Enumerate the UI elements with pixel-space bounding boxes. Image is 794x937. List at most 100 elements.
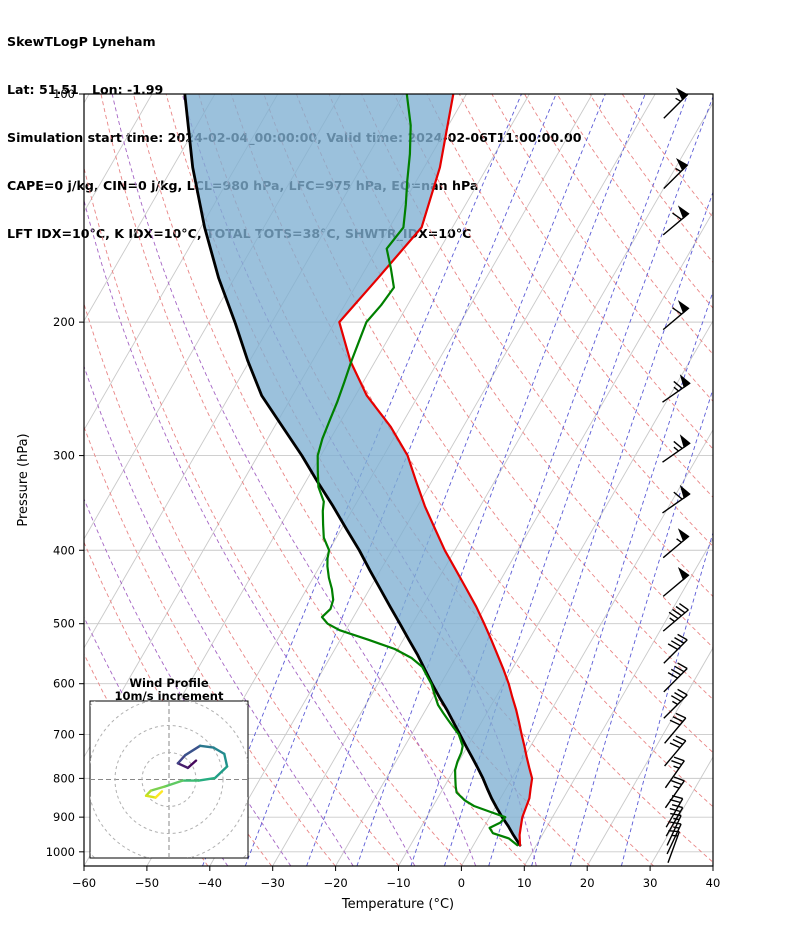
x-tick-label: −30 (261, 876, 285, 890)
wind-barb-feather (669, 807, 681, 813)
wind-barb-feather (667, 671, 678, 679)
wind-barb (664, 735, 687, 767)
wind-barb-feather (674, 691, 685, 699)
wind-barb-staff (663, 668, 688, 693)
wind-barb-feather (673, 756, 685, 762)
x-tick-label: 0 (458, 876, 465, 890)
dry-adiabat-line (556, 94, 713, 309)
y-tick-label: 100 (53, 87, 75, 101)
wind-barb-feather (668, 611, 679, 620)
wind-barb-feather (670, 695, 682, 702)
wind-barb (662, 528, 690, 559)
wind-barb-half-feather (671, 834, 678, 837)
hodograph-layer (89, 700, 249, 859)
wind-barb-staff (667, 831, 680, 863)
wind-barb-feather (674, 636, 685, 644)
wind-barb (665, 804, 684, 837)
y-tick-label: 600 (53, 677, 75, 691)
hodograph-trace-segment (154, 790, 164, 799)
wind-barb-feather (678, 603, 689, 611)
wind-barb-flag (677, 300, 690, 314)
y-tick-label: 500 (53, 617, 75, 631)
x-tick-label: −50 (135, 876, 159, 890)
wind-barb-flag (679, 484, 691, 499)
x-tick-label: −20 (323, 876, 347, 890)
hodograph-trace-segment (186, 759, 198, 770)
hodograph-trace-segment (197, 776, 217, 782)
wind-barb-staff (664, 717, 687, 744)
x-tick-label: −60 (72, 876, 96, 890)
wind-barb-feather (672, 716, 684, 723)
dry-adiabat-line (589, 94, 713, 264)
isotherm-line (335, 210, 713, 866)
hodograph-box (89, 700, 249, 859)
wind-barb-feather (673, 776, 685, 782)
wind-barb-flag (677, 205, 690, 219)
isotherm-line (398, 319, 713, 866)
hodograph-trace-segment (183, 744, 202, 757)
dry-adiabat-line (84, 302, 400, 866)
header-coordinates: Lat: 51.51 Lon: -1.99 (7, 82, 164, 97)
wind-barb-feather (677, 662, 688, 670)
x-tick-label: 40 (706, 876, 721, 890)
wind-barb-feather (677, 633, 688, 641)
wind-barb-feather (672, 738, 684, 745)
wind-barb-flag (675, 157, 689, 171)
wind-barb-layer (662, 87, 691, 863)
hodograph-title-line1: Wind Profile (129, 676, 209, 690)
wind-barb-feather (671, 760, 682, 766)
wind-barb-half-feather (669, 617, 676, 623)
mixing-ratio-line (531, 290, 713, 866)
wind-barb-staff (666, 823, 682, 855)
wind-barb-feather (672, 608, 682, 617)
wind-barb-flag (679, 434, 691, 449)
dry-adiabat-line (263, 94, 713, 754)
isotherm-line (84, 94, 90, 104)
dry-adiabat-line (621, 94, 713, 218)
wind-barb-half-feather (673, 826, 680, 829)
wind-barb-feather (675, 712, 687, 719)
wind-barb (664, 756, 685, 789)
wind-barb-feather (672, 212, 682, 220)
header-title: SkewTLogP Lyneham (7, 34, 156, 49)
wind-barb-flag (677, 567, 690, 581)
wind-barb-half-feather (673, 785, 680, 789)
wind-barb (662, 374, 691, 403)
wind-barb (662, 300, 690, 331)
wind-barb-half-feather (673, 446, 679, 452)
dry-adiabat-line (524, 94, 713, 355)
wind-barb-feather (669, 719, 681, 726)
wind-barb-feather (673, 380, 683, 389)
hodograph-trace-segment (163, 779, 184, 788)
wind-barb (667, 830, 680, 863)
y-tick-label: 300 (53, 449, 75, 463)
x-tick-label: −10 (386, 876, 410, 890)
hodograph-content (90, 701, 248, 858)
parcel-profile-line (183, 94, 522, 847)
wind-barb-feather (669, 742, 681, 749)
mixing-ratio-line (356, 94, 646, 866)
wind-barb-half-feather (672, 700, 678, 706)
wind-barb (662, 205, 690, 236)
wind-barb-staff (664, 760, 685, 789)
hodograph-trace-segment (212, 746, 226, 756)
wind-barb-half-feather (673, 765, 680, 769)
temperature-profile-line (338, 94, 534, 847)
moist-adiabat-line (111, 94, 477, 866)
y-tick-label: 700 (53, 727, 75, 741)
isotherm-line (523, 538, 713, 866)
dry-adiabat-line (393, 94, 713, 548)
isotherm-line (712, 865, 713, 866)
hodograph-trace-segment (223, 752, 229, 768)
x-tick-label: 10 (517, 876, 532, 890)
isotherm-line (272, 101, 713, 866)
hodograph-trace-segment (198, 744, 215, 749)
wind-barb-feather (674, 665, 685, 673)
wind-barb-feather (673, 491, 683, 500)
cape-shade-layer (184, 94, 533, 846)
hodograph-ring (114, 725, 224, 834)
wind-barb-half-feather (673, 386, 679, 392)
isotherm-line (586, 647, 713, 866)
wind-barb-feather (672, 307, 682, 315)
wind-barb (666, 821, 682, 855)
